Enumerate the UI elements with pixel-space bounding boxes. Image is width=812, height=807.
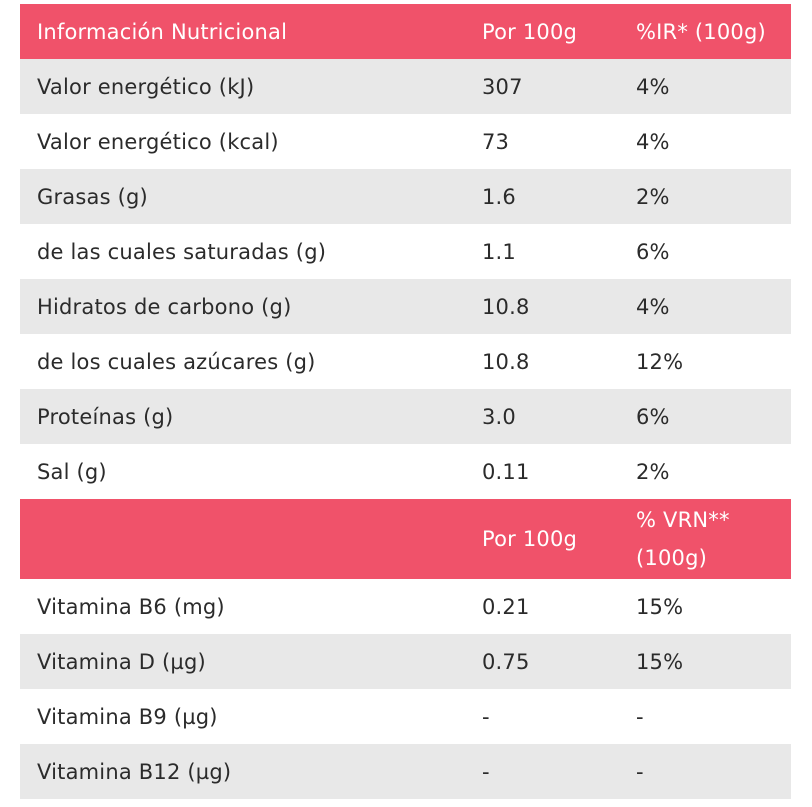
nutrient-name: Valor energético (kcal) <box>37 129 279 154</box>
nutrient-per100: 10.8 <box>482 294 530 319</box>
nutrient-per100: 307 <box>482 74 523 99</box>
nutrient-name: Grasas (g) <box>37 184 148 209</box>
vitamin-per100: 0.75 <box>482 649 530 674</box>
table-header-row: Información Nutricional Por 100g %IR* (1… <box>20 4 791 59</box>
vitamin-vrn: 15% <box>636 649 684 674</box>
nutrient-name: Hidratos de carbono (g) <box>37 294 292 319</box>
nutrient-per100: 1.1 <box>482 239 516 264</box>
nutrient-ir: 6% <box>636 404 670 429</box>
nutrition-table: Información Nutricional Por 100g %IR* (1… <box>20 4 791 799</box>
header-ir-label: %IR* (100g) <box>636 19 766 44</box>
nutrient-per100: 1.6 <box>482 184 516 209</box>
vitamin-per100: 0.21 <box>482 594 530 619</box>
nutrient-name: Proteínas (g) <box>37 404 174 429</box>
header-per100-label: Por 100g <box>482 19 578 44</box>
table-row: Vitamina D (µg) 0.75 15% <box>20 634 791 689</box>
nutrient-ir: 4% <box>636 74 670 99</box>
vitamin-vrn: - <box>636 759 644 784</box>
nutrient-ir: 4% <box>636 294 670 319</box>
header-info-label: Información Nutricional <box>37 19 288 44</box>
table-row: Sal (g) 0.11 2% <box>20 444 791 499</box>
table-row: Vitamina B9 (µg) - - <box>20 689 791 744</box>
nutrient-per100: 73 <box>482 129 510 154</box>
nutrient-ir: 2% <box>636 184 670 209</box>
vitamin-per100: - <box>482 704 490 729</box>
vitamin-name: Vitamina B9 (µg) <box>37 704 218 729</box>
table-row: de los cuales azúcares (g) 10.8 12% <box>20 334 791 389</box>
table-row: Valor energético (kcal) 73 4% <box>20 114 791 169</box>
vitamin-vrn: - <box>636 704 644 729</box>
vitamin-header-per100-label: Por 100g <box>482 527 578 551</box>
table-row: Valor energético (kJ) 307 4% <box>20 59 791 114</box>
nutrient-ir: 6% <box>636 239 670 264</box>
table-row: de las cuales saturadas (g) 1.1 6% <box>20 224 791 279</box>
vitamin-header-vrn-label: % VRN** (100g) <box>636 508 730 570</box>
vitamin-name: Vitamina B6 (mg) <box>37 594 225 619</box>
vitamin-per100: - <box>482 759 490 784</box>
table-row: Grasas (g) 1.6 2% <box>20 169 791 224</box>
vitamin-vrn: 15% <box>636 594 684 619</box>
nutrient-ir: 2% <box>636 459 670 484</box>
nutrient-per100: 3.0 <box>482 404 516 429</box>
nutrient-name: de las cuales saturadas (g) <box>37 239 327 264</box>
nutrient-per100: 0.11 <box>482 459 530 484</box>
vitamin-name: Vitamina D (µg) <box>37 649 206 674</box>
vitamin-header-row: Por 100g % VRN** (100g) <box>20 499 791 579</box>
nutrient-ir: 12% <box>636 349 684 374</box>
table-row: Hidratos de carbono (g) 10.8 4% <box>20 279 791 334</box>
table-row: Vitamina B12 (µg) - - <box>20 744 791 799</box>
table-row: Vitamina B6 (mg) 0.21 15% <box>20 579 791 634</box>
nutrient-name: Valor energético (kJ) <box>37 74 255 99</box>
vitamin-name: Vitamina B12 (µg) <box>37 759 232 784</box>
nutrient-name: Sal (g) <box>37 459 107 484</box>
table-row: Proteínas (g) 3.0 6% <box>20 389 791 444</box>
nutrient-name: de los cuales azúcares (g) <box>37 349 316 374</box>
nutrient-ir: 4% <box>636 129 670 154</box>
nutrient-per100: 10.8 <box>482 349 530 374</box>
